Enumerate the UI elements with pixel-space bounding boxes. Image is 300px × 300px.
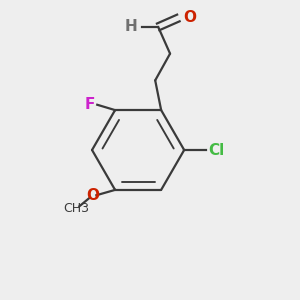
Text: CH3: CH3 — [63, 202, 89, 215]
Text: O: O — [86, 188, 99, 203]
Text: H: H — [124, 20, 137, 34]
Text: F: F — [85, 97, 95, 112]
Text: Cl: Cl — [208, 142, 224, 158]
Text: O: O — [183, 11, 196, 26]
